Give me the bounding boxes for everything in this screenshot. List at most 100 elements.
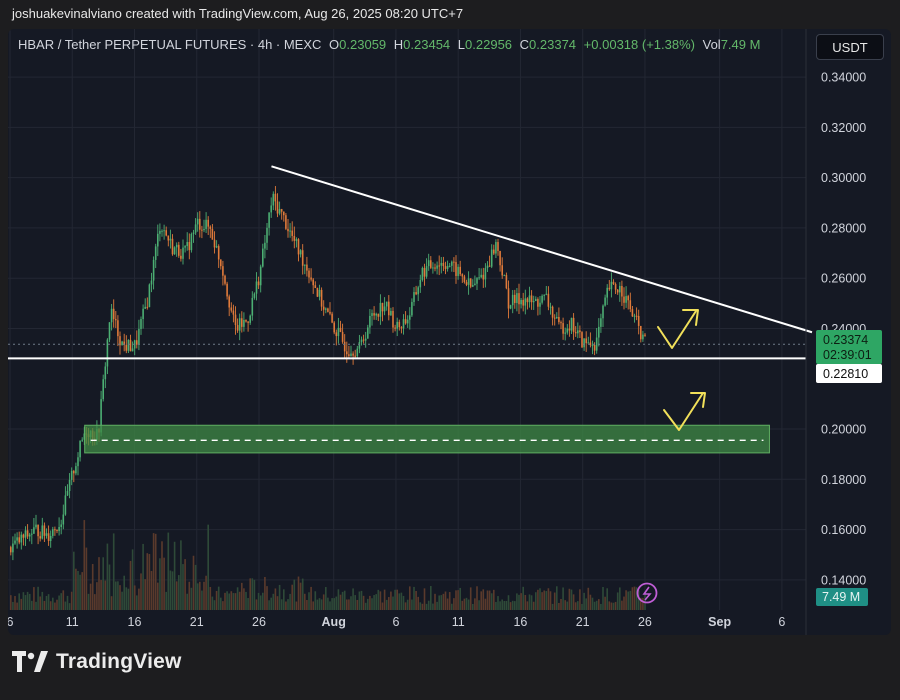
candle-body — [585, 338, 587, 344]
descending-trendline — [271, 165, 813, 334]
volume-bar — [476, 586, 478, 610]
volume-bar — [37, 586, 39, 610]
candle-body — [490, 249, 493, 267]
candle-body — [606, 287, 608, 298]
volume-bar — [10, 595, 12, 610]
candle-body — [532, 301, 535, 303]
volume-bar — [459, 587, 461, 610]
x-tick-label: 21 — [576, 615, 590, 629]
candle-body — [138, 328, 140, 345]
candle-body — [295, 239, 298, 241]
volume-bar — [312, 601, 314, 610]
candle-body — [423, 267, 426, 277]
candle-body — [457, 266, 459, 276]
volume-bar — [14, 596, 16, 610]
volume-bar — [329, 601, 331, 610]
candle-body — [22, 534, 25, 538]
candle-body — [35, 524, 37, 528]
volume-bar — [211, 596, 214, 610]
volume-bar — [558, 602, 560, 610]
candle-body — [125, 344, 128, 351]
candle-body — [217, 246, 220, 260]
candle-body — [194, 224, 197, 233]
candle-body — [320, 289, 323, 307]
volume-bar — [140, 573, 142, 610]
candle-body — [150, 280, 153, 285]
candle-body — [289, 230, 291, 232]
price-chart[interactable]: 0.340000.320000.300000.280000.260000.240… — [8, 29, 891, 635]
candle-body — [379, 302, 382, 317]
volume-bar — [52, 597, 54, 610]
y-tick-label: 0.26000 — [821, 272, 866, 286]
candle-body — [616, 289, 619, 293]
candle-body — [385, 301, 388, 307]
volume-bar — [272, 593, 275, 610]
volume-bar — [24, 595, 27, 610]
volume-bar — [157, 582, 159, 610]
candle-body — [33, 527, 35, 534]
volume-bar — [358, 591, 361, 610]
volume-bar — [331, 598, 333, 610]
candle-body — [541, 295, 543, 303]
candle-body — [10, 547, 12, 553]
currency-button[interactable]: USDT — [816, 34, 884, 60]
candle-body — [110, 308, 113, 323]
symbol-title: HBAR / Tether PERPETUAL FUTURES · 4h · M… — [18, 37, 322, 52]
candle-body — [169, 238, 172, 241]
x-tick-label: 6 — [8, 615, 14, 629]
x-tick-label: 16 — [513, 615, 527, 629]
volume-bar — [621, 600, 623, 610]
volume-bar — [444, 591, 447, 610]
volume-bar — [337, 589, 340, 610]
volume-bar — [642, 597, 644, 610]
candle-body — [528, 295, 531, 303]
volume-bar — [398, 593, 401, 610]
level-badge: 0.22810 — [816, 364, 882, 383]
candle-body — [388, 301, 390, 316]
candle-body — [591, 344, 594, 346]
candle-body — [327, 308, 329, 312]
volume-bar — [133, 585, 136, 610]
volume-bar — [150, 570, 153, 610]
volume-bar — [66, 595, 69, 610]
volume-bar — [314, 591, 317, 610]
candle-body — [171, 238, 174, 255]
candle-body — [593, 344, 596, 351]
candle-body — [404, 319, 407, 324]
volume-bar — [614, 601, 617, 610]
volume-bar — [75, 568, 77, 610]
volume-bar — [310, 586, 312, 610]
candle-body — [526, 298, 529, 303]
volume-bar — [467, 599, 470, 610]
y-tick-label: 0.28000 — [821, 221, 866, 235]
volume-bar — [285, 601, 287, 610]
volume-bar — [348, 599, 350, 610]
candle-body — [28, 534, 31, 537]
candle-body — [173, 247, 176, 255]
candle-body — [131, 348, 134, 352]
volume-bar — [415, 590, 417, 610]
candle-body — [192, 232, 195, 234]
volume-bar — [474, 598, 476, 610]
candle-body — [60, 524, 62, 527]
volume-bar — [207, 524, 209, 610]
chart-panel[interactable]: 0.34000 0.32000 0.30000 0.28000 0.26000 0.240… — [8, 29, 891, 635]
candle-body — [356, 348, 359, 357]
candle-body — [241, 318, 243, 327]
candle-body — [411, 302, 413, 316]
volume-bar — [68, 603, 71, 610]
candle-body — [58, 526, 60, 532]
volume-bar — [100, 580, 102, 610]
volume-bar — [60, 593, 62, 610]
volume-bar — [220, 597, 222, 610]
volume-bar — [175, 581, 178, 610]
volume-bar — [186, 593, 188, 610]
candle-body — [562, 323, 564, 334]
volume-bar — [146, 553, 149, 610]
volume-bar — [549, 591, 552, 610]
candle-body — [642, 334, 644, 340]
demand-zone — [84, 424, 770, 454]
candle-body — [409, 315, 411, 320]
candle-body — [436, 265, 438, 269]
volume-bar — [297, 576, 300, 610]
